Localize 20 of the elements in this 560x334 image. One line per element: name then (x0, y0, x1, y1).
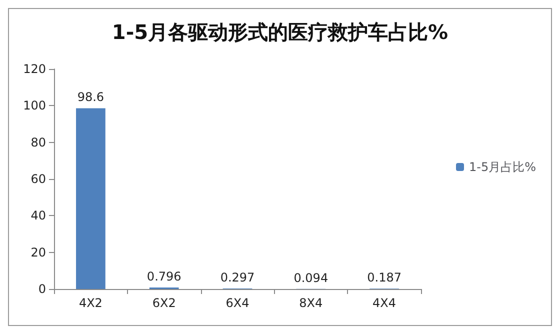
x-tick-label: 4X4 (372, 296, 396, 310)
y-tick-label: 20 (30, 245, 46, 260)
bar (76, 108, 106, 289)
y-tick-label: 100 (23, 98, 46, 113)
legend-label: 1-5月占比% (469, 160, 536, 174)
y-tick-label: 40 (30, 208, 46, 223)
y-tick-label: 80 (30, 135, 46, 150)
y-tick-label: 120 (23, 62, 46, 76)
x-tick-label: 6X4 (226, 296, 250, 310)
data-label: 0.094 (294, 270, 328, 285)
x-tick-label: 6X2 (152, 296, 176, 310)
data-label: 98.6 (77, 90, 104, 104)
x-tick-label: 8X4 (299, 296, 323, 310)
chart-title: 1-5月各驱动形式的医疗救护车占比% (112, 20, 448, 44)
data-label: 0.187 (367, 270, 402, 285)
y-tick-label: 0 (38, 282, 46, 296)
y-tick-label: 60 (30, 172, 46, 186)
x-tick-label: 4X2 (78, 296, 102, 310)
data-label: 0.796 (146, 270, 182, 284)
data-label: 0.297 (220, 270, 255, 284)
